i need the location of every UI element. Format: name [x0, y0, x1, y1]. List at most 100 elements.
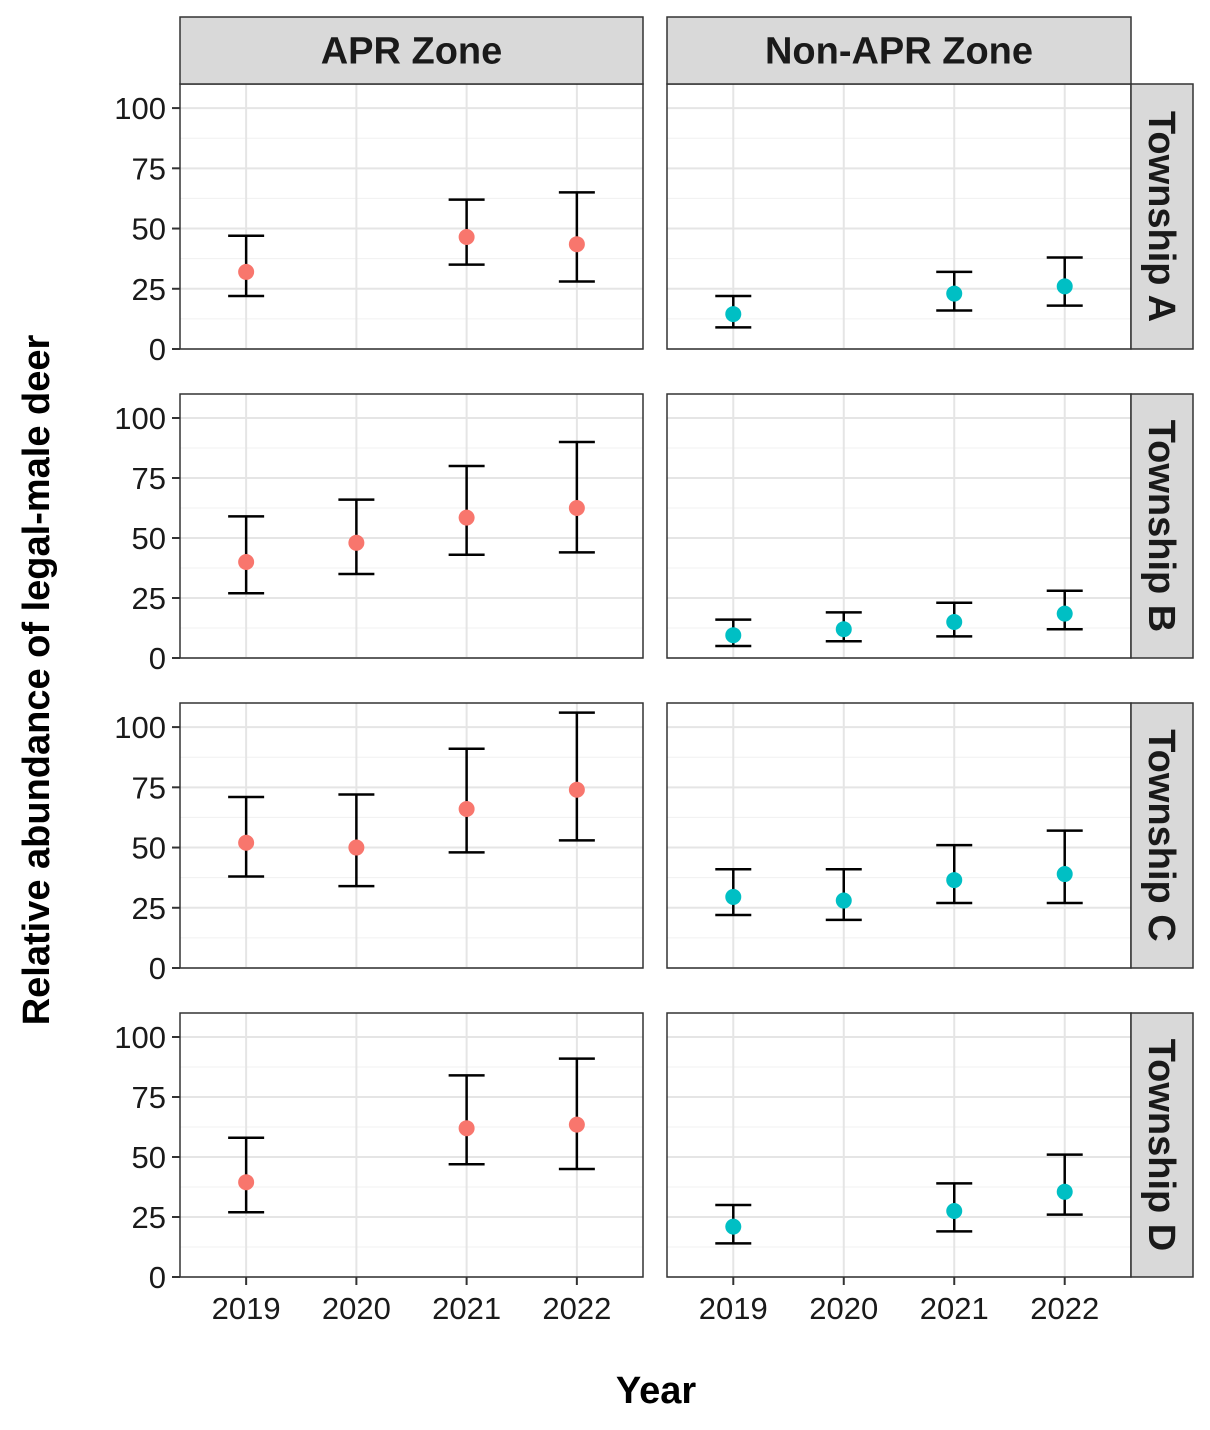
- error-bar-2019: [715, 618, 752, 648]
- panel-non-apr-zone-township-a: [666, 83, 1132, 350]
- y-axis-row-1: 0 25 50 75 100: [114, 91, 180, 367]
- panel-non-apr-zone-township-b: [666, 393, 1132, 659]
- y-tick-label: 25: [132, 891, 166, 926]
- error-bar-2020: [825, 611, 862, 643]
- panel-background: [667, 1013, 1131, 1277]
- error-bar-2019: [228, 234, 265, 298]
- data-point-2019: [238, 554, 255, 570]
- data-point-2021: [458, 228, 475, 245]
- error-bar-2021: [448, 1074, 485, 1166]
- error-bar-2020: [338, 498, 375, 576]
- data-point-2019: [238, 263, 255, 280]
- y-tick-label: 50: [132, 521, 166, 556]
- y-tick-label: 25: [132, 581, 166, 616]
- data-point-2020: [348, 839, 365, 856]
- data-point-2022: [568, 236, 585, 253]
- strip-label: APR Zone: [321, 31, 503, 73]
- data-point-2022: [1056, 605, 1073, 622]
- strip-non-apr-zone: Non-APR Zone: [666, 16, 1132, 85]
- y-tick-label: 0: [149, 641, 166, 676]
- y-axis-row-2: 0 25 50 75 100: [114, 401, 180, 676]
- data-point-2021: [946, 285, 963, 302]
- error-bar-2019: [715, 294, 752, 329]
- data-point-2019: [238, 1174, 255, 1191]
- strip-background: [666, 16, 1132, 85]
- strip-apr-zone: APR Zone: [179, 16, 644, 85]
- error-bar-2021: [936, 270, 973, 312]
- strip-label: Township A: [1140, 111, 1182, 322]
- y-tick-label: 25: [132, 272, 166, 307]
- strip-background: [1130, 393, 1194, 659]
- error-bar-2021: [936, 601, 973, 638]
- error-bar-2020: [825, 867, 862, 922]
- x-tick-label: 2019: [699, 1291, 768, 1326]
- y-axis-row-3: 0 25 50 75 100: [114, 710, 180, 986]
- error-bar-2021: [936, 1182, 973, 1233]
- data-point-2022: [1056, 278, 1073, 295]
- data-point-2022: [1056, 866, 1073, 883]
- y-axis-row-4: 0 25 50 75 100: [114, 1020, 180, 1295]
- data-point-2021: [458, 1120, 475, 1137]
- y-tick-label: 100: [114, 91, 166, 126]
- data-point-2019: [725, 1218, 742, 1235]
- error-bar-2022: [558, 191, 595, 283]
- y-tick-label: 50: [132, 212, 166, 247]
- x-tick-label: 2022: [542, 1291, 611, 1326]
- strip-township-d: Township D: [1130, 1012, 1194, 1278]
- y-tick-label: 75: [132, 151, 166, 186]
- error-bar-2022: [558, 440, 595, 554]
- panel-background: [667, 394, 1131, 658]
- y-tick-label: 75: [132, 461, 166, 496]
- data-point-2022: [568, 1116, 585, 1133]
- error-bar-2022: [1046, 256, 1083, 307]
- y-tick-label: 75: [132, 770, 166, 805]
- data-point-2022: [568, 781, 585, 798]
- error-bar-2019: [715, 1203, 752, 1245]
- data-point-2020: [835, 892, 852, 909]
- y-tick-label: 75: [132, 1080, 166, 1115]
- strip-background: [1130, 702, 1194, 969]
- x-axis-col-2: 2019 2020 2021 2022: [699, 1277, 1099, 1326]
- y-tick-label: 100: [114, 710, 166, 745]
- data-point-2021: [946, 872, 963, 889]
- x-tick-label: 2020: [322, 1291, 391, 1326]
- panel-apr-zone-township-c: [179, 702, 644, 969]
- y-axis-title: Relative abundance of legal-male deer: [16, 335, 58, 1026]
- strip-background: [179, 16, 644, 85]
- error-bar-2022: [1046, 589, 1083, 631]
- error-bar-2021: [448, 747, 485, 854]
- x-tick-label: 2021: [432, 1291, 501, 1326]
- data-point-2021: [458, 509, 475, 526]
- x-tick-label: 2020: [809, 1291, 878, 1326]
- data-point-2021: [946, 1203, 963, 1219]
- panel-non-apr-zone-township-c: [666, 702, 1132, 969]
- strip-background: [1130, 1012, 1194, 1278]
- y-tick-label: 50: [132, 831, 166, 866]
- data-point-2019: [238, 834, 255, 851]
- panel-background: [667, 703, 1131, 968]
- panels-layer: [179, 83, 1132, 1278]
- data-point-2021: [458, 801, 475, 817]
- strip-township-c: Township C: [1130, 702, 1194, 969]
- y-tick-label: 100: [114, 401, 166, 436]
- y-tick-label: 50: [132, 1140, 166, 1175]
- data-point-2021: [946, 614, 963, 630]
- error-bar-2019: [228, 795, 265, 878]
- data-point-2019: [725, 888, 742, 905]
- x-tick-label: 2021: [920, 1291, 989, 1326]
- error-bar-2019: [228, 515, 265, 595]
- panel-border: [179, 1012, 644, 1278]
- error-bar-2021: [448, 198, 485, 266]
- strips-layer: APR Zone Non-APR Zone Township A Township B…: [179, 16, 1194, 1278]
- error-bar-2022: [1046, 1153, 1083, 1216]
- y-tick-label: 25: [132, 1200, 166, 1235]
- panel-border: [179, 393, 644, 659]
- panel-non-apr-zone-township-d: [666, 1012, 1132, 1278]
- strip-background: [1130, 83, 1194, 350]
- panel-apr-zone-township-b: [179, 393, 644, 659]
- x-tick-label: 2022: [1030, 1291, 1099, 1326]
- data-point-2020: [835, 621, 852, 638]
- error-bar-2019: [228, 1136, 265, 1214]
- panel-apr-zone-township-a: [179, 83, 644, 350]
